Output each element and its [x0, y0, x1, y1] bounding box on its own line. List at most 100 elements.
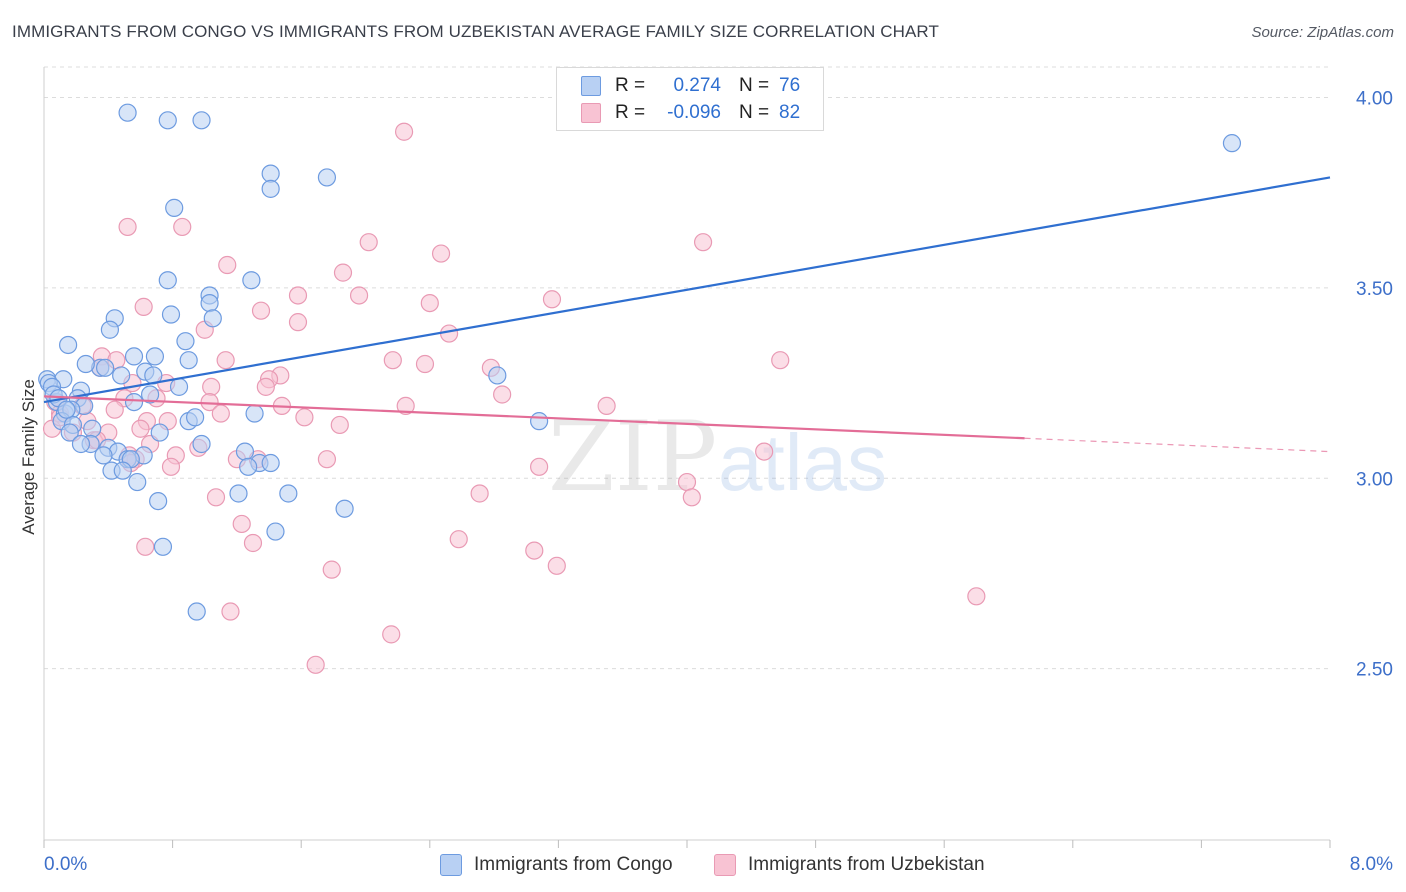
uzbekistan-point	[394, 122, 414, 141]
n-value: 76	[779, 75, 801, 96]
n-value: 82	[779, 102, 801, 123]
watermark-atlas: atlas	[718, 418, 887, 507]
uzbekistan-point	[755, 442, 774, 461]
congo-point	[60, 423, 79, 442]
uzbekistan-point	[306, 655, 325, 674]
uzbekistan-swatch	[581, 103, 601, 123]
congo-point	[317, 168, 337, 187]
congo-point	[150, 423, 169, 442]
uzbekistan-point	[525, 541, 544, 560]
uzbekistan-point	[243, 533, 263, 553]
uzbekistan-legend-swatch	[714, 854, 736, 876]
uzbekistan-point	[415, 354, 435, 374]
uzbekistan-point	[317, 450, 337, 469]
stats-legend: R = 0.274 N = 76 R = -0.096 N = 82	[556, 67, 824, 131]
congo-point	[128, 472, 147, 492]
congo-point	[186, 408, 205, 427]
y-tick-label: 4.00	[1356, 88, 1393, 109]
congo-point	[59, 335, 78, 355]
uzbekistan-point	[216, 351, 235, 370]
congo-point	[118, 103, 137, 122]
series-congo-points	[38, 103, 1242, 621]
uzbekistan-point	[218, 255, 237, 275]
congo-point	[200, 293, 219, 313]
congo-point	[245, 404, 264, 423]
congo-point	[165, 198, 184, 217]
congo-point	[124, 347, 144, 366]
congo-point	[112, 366, 131, 385]
congo-point	[140, 385, 160, 404]
congo-point	[266, 522, 285, 541]
congo-point	[1222, 134, 1242, 153]
congo-point	[261, 179, 280, 198]
uzbekistan-point	[693, 233, 713, 252]
congo-point	[71, 434, 91, 454]
uzbekistan-point	[211, 404, 230, 423]
congo-point	[261, 453, 280, 473]
uzbekistan-point	[530, 457, 549, 476]
congo-point	[187, 602, 206, 621]
uzbekistan-point	[677, 472, 697, 492]
congo-point	[530, 412, 549, 431]
r-value: 0.274	[673, 75, 721, 96]
legend-row-uzbekistan: R = -0.096 N = 82	[581, 101, 819, 125]
bottom-legend-uzbekistan: Immigrants from Uzbekistan	[714, 852, 985, 878]
congo-point	[279, 484, 298, 503]
uzbekistan-point	[330, 415, 349, 435]
congo-point	[76, 354, 95, 374]
uzbekistan-point	[359, 233, 378, 252]
congo-point	[113, 461, 132, 480]
congo-point	[158, 111, 177, 130]
congo-trend-line	[43, 176, 1331, 404]
congo-point	[83, 419, 102, 438]
uzbekistan-point	[131, 419, 150, 438]
uzbekistan-point	[547, 556, 566, 575]
uzbekistan-point	[288, 313, 308, 332]
legend-row-congo: R = 0.274 N = 76	[581, 74, 819, 98]
uzbekistan-point	[173, 217, 192, 237]
congo-point	[488, 366, 507, 385]
uzbekistan-point	[967, 587, 986, 606]
congo-point	[161, 305, 181, 324]
n-label: N =	[739, 102, 770, 123]
uzbekistan-point	[288, 286, 308, 305]
uzbekistan-point	[333, 263, 353, 282]
y-tick-labels: 2.50 3.00 3.50 4.00	[1356, 88, 1393, 680]
uzbekistan-point	[105, 400, 124, 419]
congo-point	[203, 309, 222, 328]
congo-point	[94, 446, 113, 465]
uzbekistan-point	[161, 457, 181, 476]
congo-legend-label: Immigrants from Congo	[474, 854, 673, 875]
uzbekistan-point	[202, 377, 221, 396]
congo-point	[242, 271, 261, 290]
uzbekistan-point	[256, 377, 275, 396]
x-tick-label-start: 0.0%	[44, 854, 87, 875]
n-label: N =	[739, 75, 770, 96]
congo-legend-swatch	[440, 854, 462, 876]
uzbekistan-point	[493, 385, 512, 404]
r-value: -0.096	[667, 102, 721, 123]
trend-lines	[43, 176, 1331, 453]
bottom-legend-congo: Immigrants from Congo	[440, 852, 673, 878]
uzbekistan-point	[383, 351, 402, 370]
uzbekistan-point	[251, 301, 271, 320]
uzbekistan-point	[682, 488, 701, 507]
y-tick-label: 2.50	[1356, 660, 1393, 681]
uzbekistan-point	[232, 514, 251, 534]
uzbekistan-point	[221, 602, 240, 621]
congo-point	[192, 111, 211, 130]
uzbekistan-point	[322, 560, 341, 579]
congo-point	[124, 392, 144, 412]
uzbekistan-point	[470, 484, 489, 503]
uzbekistan-trend-extension	[1024, 437, 1331, 453]
y-tick-label: 3.00	[1356, 469, 1393, 490]
uzbekistan-point	[771, 351, 790, 370]
uzbekistan-point	[439, 324, 459, 343]
congo-swatch	[581, 76, 601, 96]
uzbekistan-trend-line	[43, 395, 1025, 440]
chart-source: Source: ZipAtlas.com	[1251, 24, 1394, 41]
congo-point	[229, 484, 248, 503]
congo-point	[261, 164, 280, 183]
series-uzbekistan-points	[42, 122, 986, 674]
congo-point	[149, 491, 168, 511]
